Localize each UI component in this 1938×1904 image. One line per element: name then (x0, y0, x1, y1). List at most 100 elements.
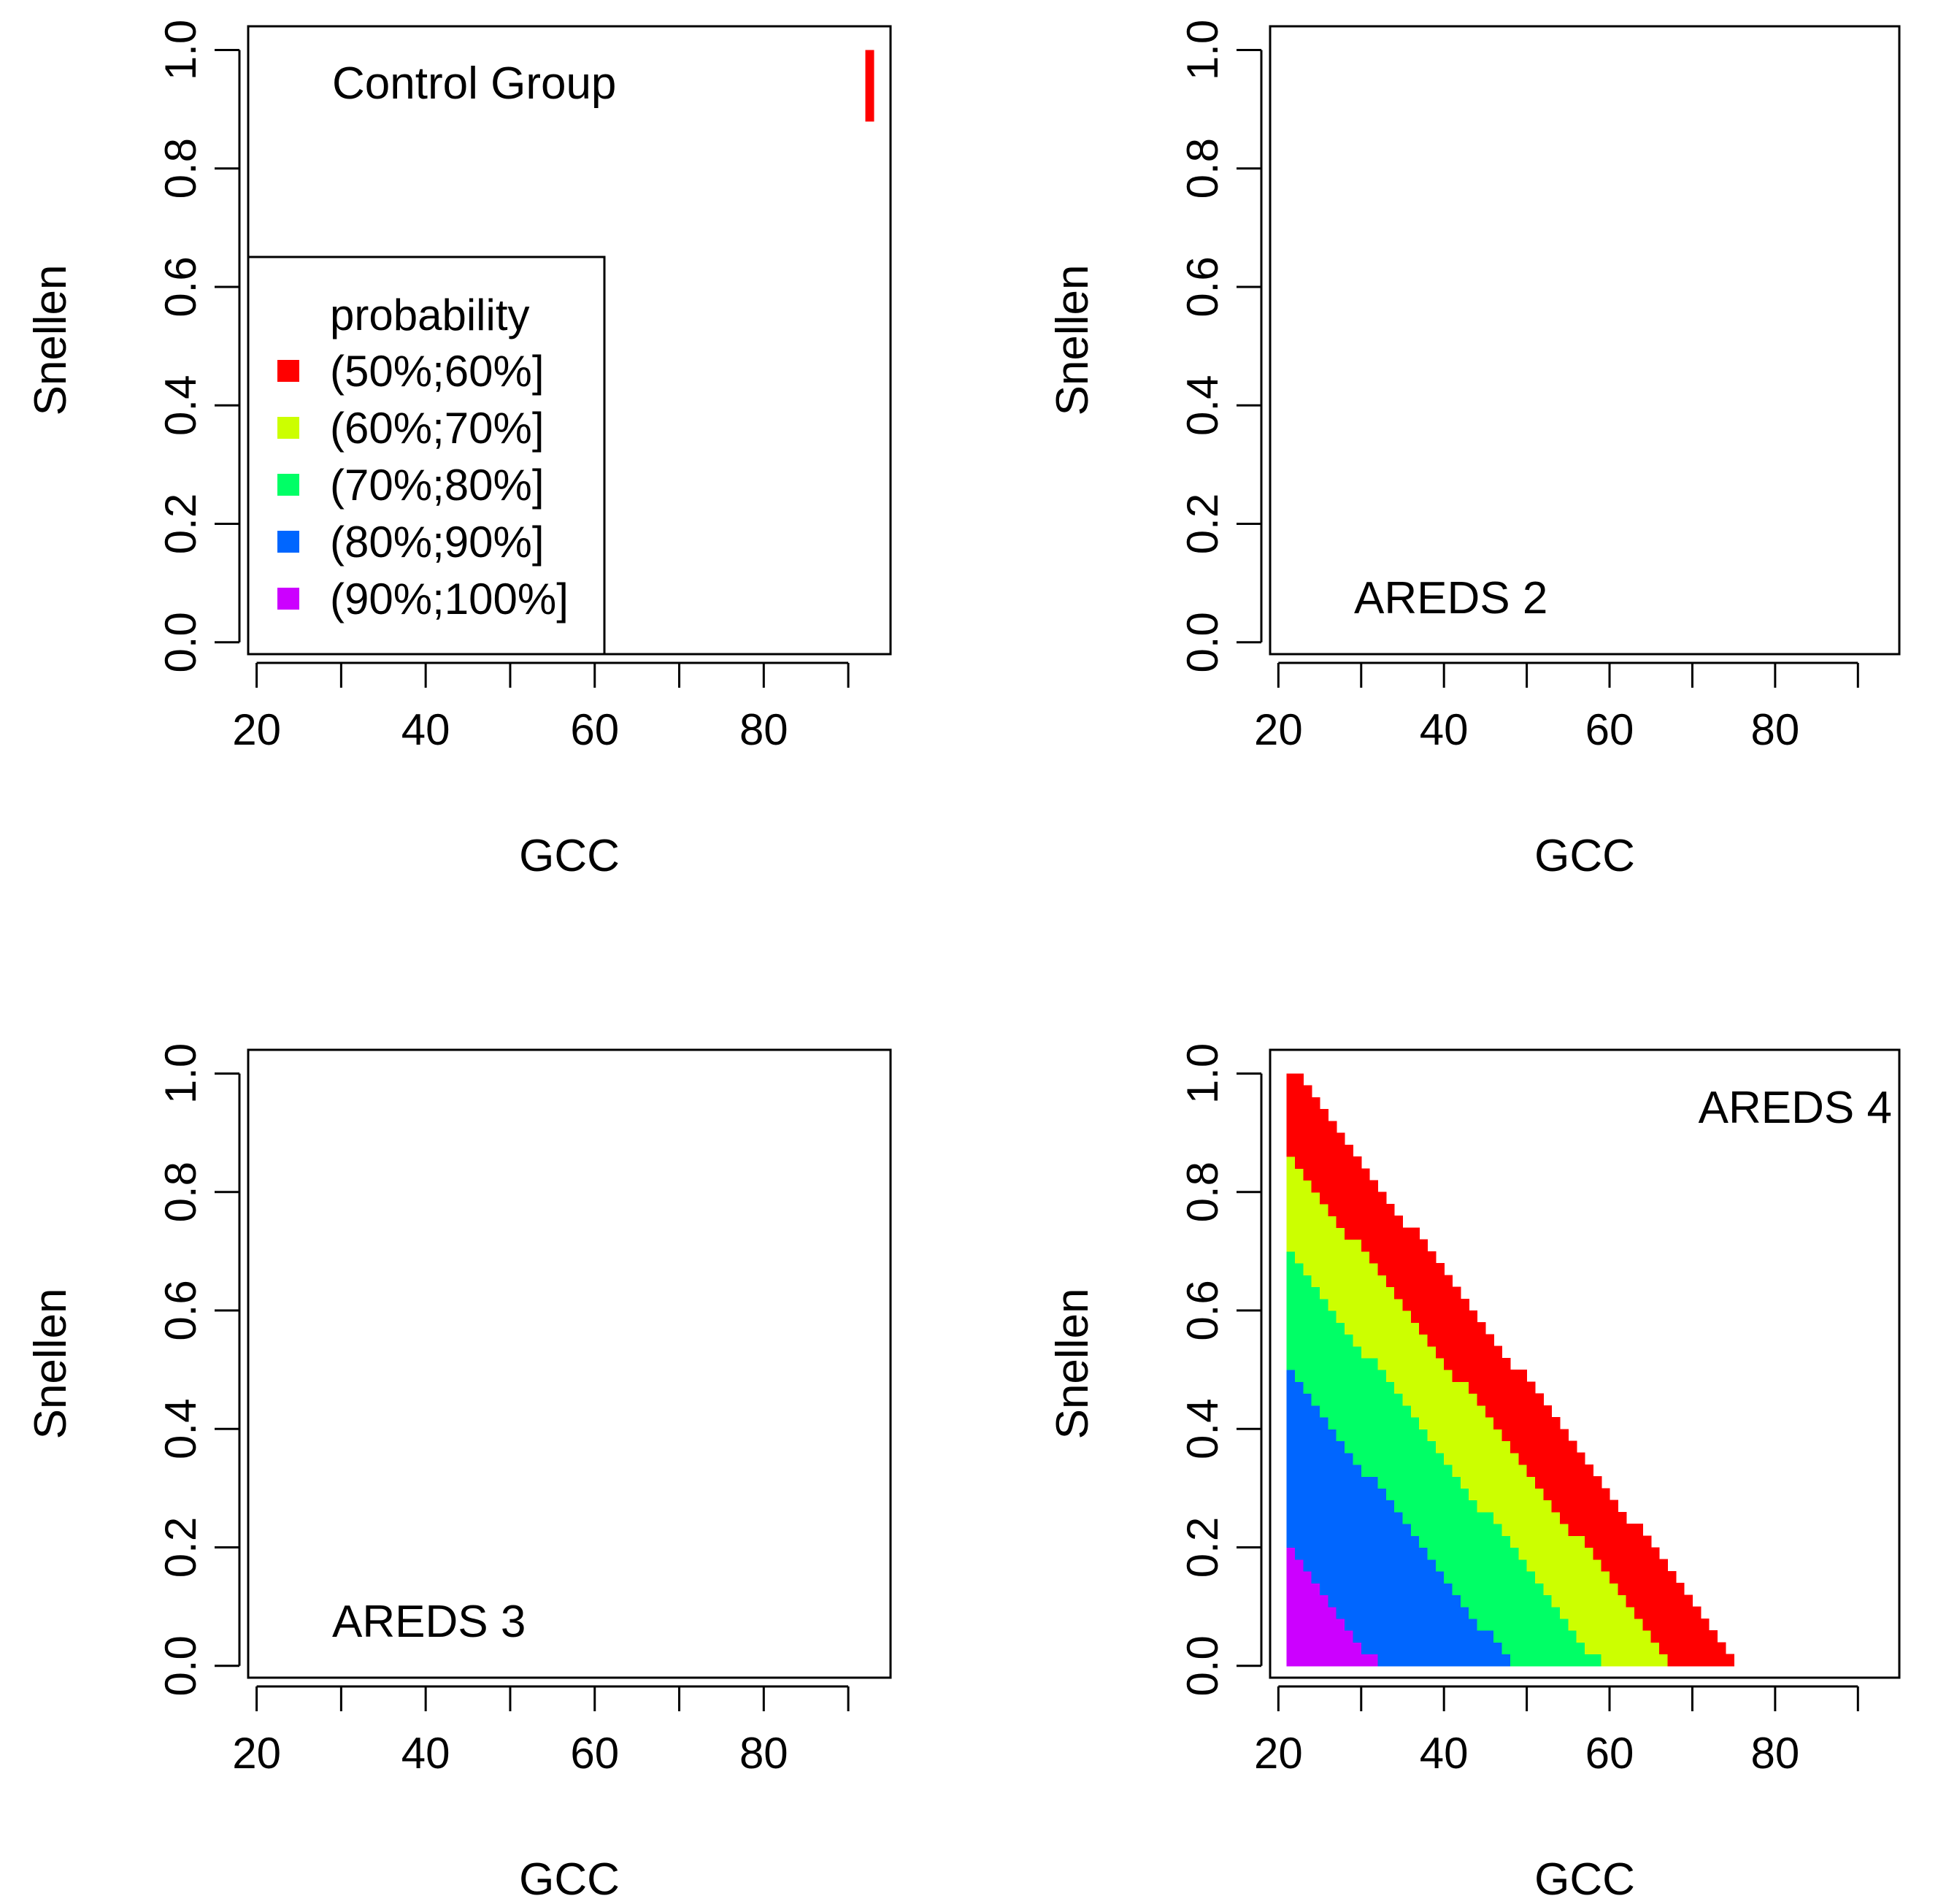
heatmap-cell (1510, 1381, 1519, 1394)
heatmap-cell (1585, 1618, 1593, 1631)
heatmap-cell (1460, 1405, 1469, 1418)
heatmap-cell (1369, 1654, 1379, 1667)
heatmap-cell (1328, 1630, 1337, 1643)
heatmap-cell (1328, 1642, 1337, 1655)
heatmap-cell (1493, 1429, 1503, 1442)
heatmap-cell (1345, 1654, 1354, 1667)
heatmap-cell (1543, 1654, 1553, 1667)
heatmap-cell (1410, 1334, 1420, 1347)
heatmap-cell (1427, 1322, 1437, 1335)
heatmap-cell (1543, 1511, 1553, 1524)
heatmap-cell (1684, 1618, 1693, 1631)
heatmap-cell (1419, 1618, 1428, 1631)
heatmap-cell (1385, 1381, 1395, 1394)
heatmap-cell (1543, 1606, 1553, 1619)
heatmap-cell (1626, 1570, 1635, 1584)
heatmap-cell (1345, 1286, 1354, 1300)
heatmap-cell (1345, 1370, 1354, 1382)
heatmap-cell (1303, 1559, 1312, 1572)
heatmap-cell (1377, 1654, 1387, 1667)
heatmap-cell (1345, 1464, 1354, 1477)
heatmap-cell (1377, 1630, 1387, 1643)
heatmap-cell (1295, 1073, 1304, 1086)
heatmap-cell (1510, 1654, 1519, 1667)
heatmap-cell (1634, 1583, 1643, 1596)
heatmap-cell (1353, 1654, 1362, 1667)
heatmap-cell (1328, 1121, 1337, 1134)
heatmap-cell (1419, 1310, 1428, 1323)
heatmap-cell (1402, 1559, 1412, 1572)
heatmap-cell (1328, 1144, 1337, 1157)
heatmap-cell (1419, 1642, 1428, 1655)
heatmap-cell (1353, 1618, 1362, 1631)
heatmap-cell (1419, 1606, 1428, 1619)
heatmap-cell (1626, 1654, 1635, 1667)
heatmap-cell (1444, 1594, 1453, 1608)
heatmap-cell (1485, 1511, 1494, 1524)
heatmap-cell (1336, 1357, 1345, 1370)
heatmap-cell (1377, 1334, 1387, 1347)
heatmap-cell (1576, 1535, 1585, 1548)
heatmap-cell (1303, 1535, 1312, 1548)
heatmap-cell (1551, 1464, 1561, 1477)
heatmap-cell (1336, 1156, 1345, 1169)
heatmap-cell (1377, 1500, 1387, 1513)
heatmap-cell (1369, 1547, 1379, 1560)
heatmap-cell (1320, 1156, 1328, 1169)
heatmap-cell (1526, 1500, 1536, 1513)
heatmap-cell (1601, 1500, 1610, 1513)
heatmap-cell (1534, 1654, 1544, 1667)
heatmap-cell (1618, 1559, 1627, 1572)
heatmap-cell (1493, 1630, 1503, 1643)
heatmap-cell (1353, 1393, 1362, 1406)
heatmap-cell (1444, 1559, 1453, 1572)
heatmap-cell (1543, 1570, 1553, 1584)
heatmap-cell (1345, 1275, 1354, 1288)
panel-4: 20 40 60 80 0.0 0.2 0.4 0.6 0.8 1.0 GCC Snellen ARED… (1047, 1043, 1901, 1904)
heatmap-cell (1353, 1642, 1362, 1655)
heatmap-cell (1675, 1654, 1685, 1667)
x-tick-label: 60 (1585, 705, 1634, 754)
heatmap-cell (1576, 1488, 1585, 1501)
heatmap-cell (1485, 1583, 1494, 1596)
heatmap-cell (1320, 1500, 1328, 1513)
heatmap-cell (1593, 1500, 1602, 1513)
heatmap-cell (1634, 1606, 1643, 1619)
heatmap-cell (1675, 1642, 1685, 1655)
heatmap-cell (1295, 1346, 1304, 1359)
heatmap-cell (1543, 1559, 1553, 1572)
heatmap-cell (1394, 1310, 1404, 1323)
heatmap-cell (1427, 1310, 1437, 1323)
heatmap-cell (1402, 1500, 1412, 1513)
heatmap-cell (1303, 1357, 1312, 1370)
heatmap-cell (1394, 1500, 1404, 1513)
heatmap-cell (1518, 1440, 1528, 1454)
heatmap-cell (1345, 1263, 1354, 1275)
heatmap-cell (1286, 1606, 1296, 1619)
heatmap-cell (1328, 1346, 1337, 1359)
heatmap-cell (1684, 1654, 1693, 1667)
heatmap-cell (1295, 1606, 1304, 1619)
heatmap-cell (1353, 1559, 1362, 1572)
heatmap-cell (1385, 1322, 1395, 1335)
heatmap-cell (1435, 1263, 1445, 1275)
heatmap-cell (1320, 1642, 1328, 1655)
heatmap-cell (1427, 1251, 1437, 1264)
heatmap-cell (1585, 1524, 1593, 1536)
heatmap-cell (1543, 1500, 1553, 1513)
heatmap-cell (1286, 1310, 1296, 1323)
heatmap-cell (1385, 1417, 1395, 1429)
heatmap-cell (1518, 1405, 1528, 1418)
heatmap-cell (1377, 1524, 1387, 1536)
heatmap-cell (1485, 1594, 1494, 1608)
heatmap-cell (1642, 1618, 1652, 1631)
heatmap-cell (1394, 1583, 1404, 1596)
heatmap-cell (1551, 1488, 1561, 1501)
heatmap-cell (1526, 1464, 1536, 1477)
heatmap-cell (1385, 1654, 1395, 1667)
heatmap-cell (1634, 1570, 1643, 1584)
heatmap-cell (1320, 1168, 1328, 1181)
heatmap-cell (1576, 1524, 1585, 1536)
heatmap-cell (1295, 1464, 1304, 1477)
heatmap-cell (1361, 1618, 1370, 1631)
